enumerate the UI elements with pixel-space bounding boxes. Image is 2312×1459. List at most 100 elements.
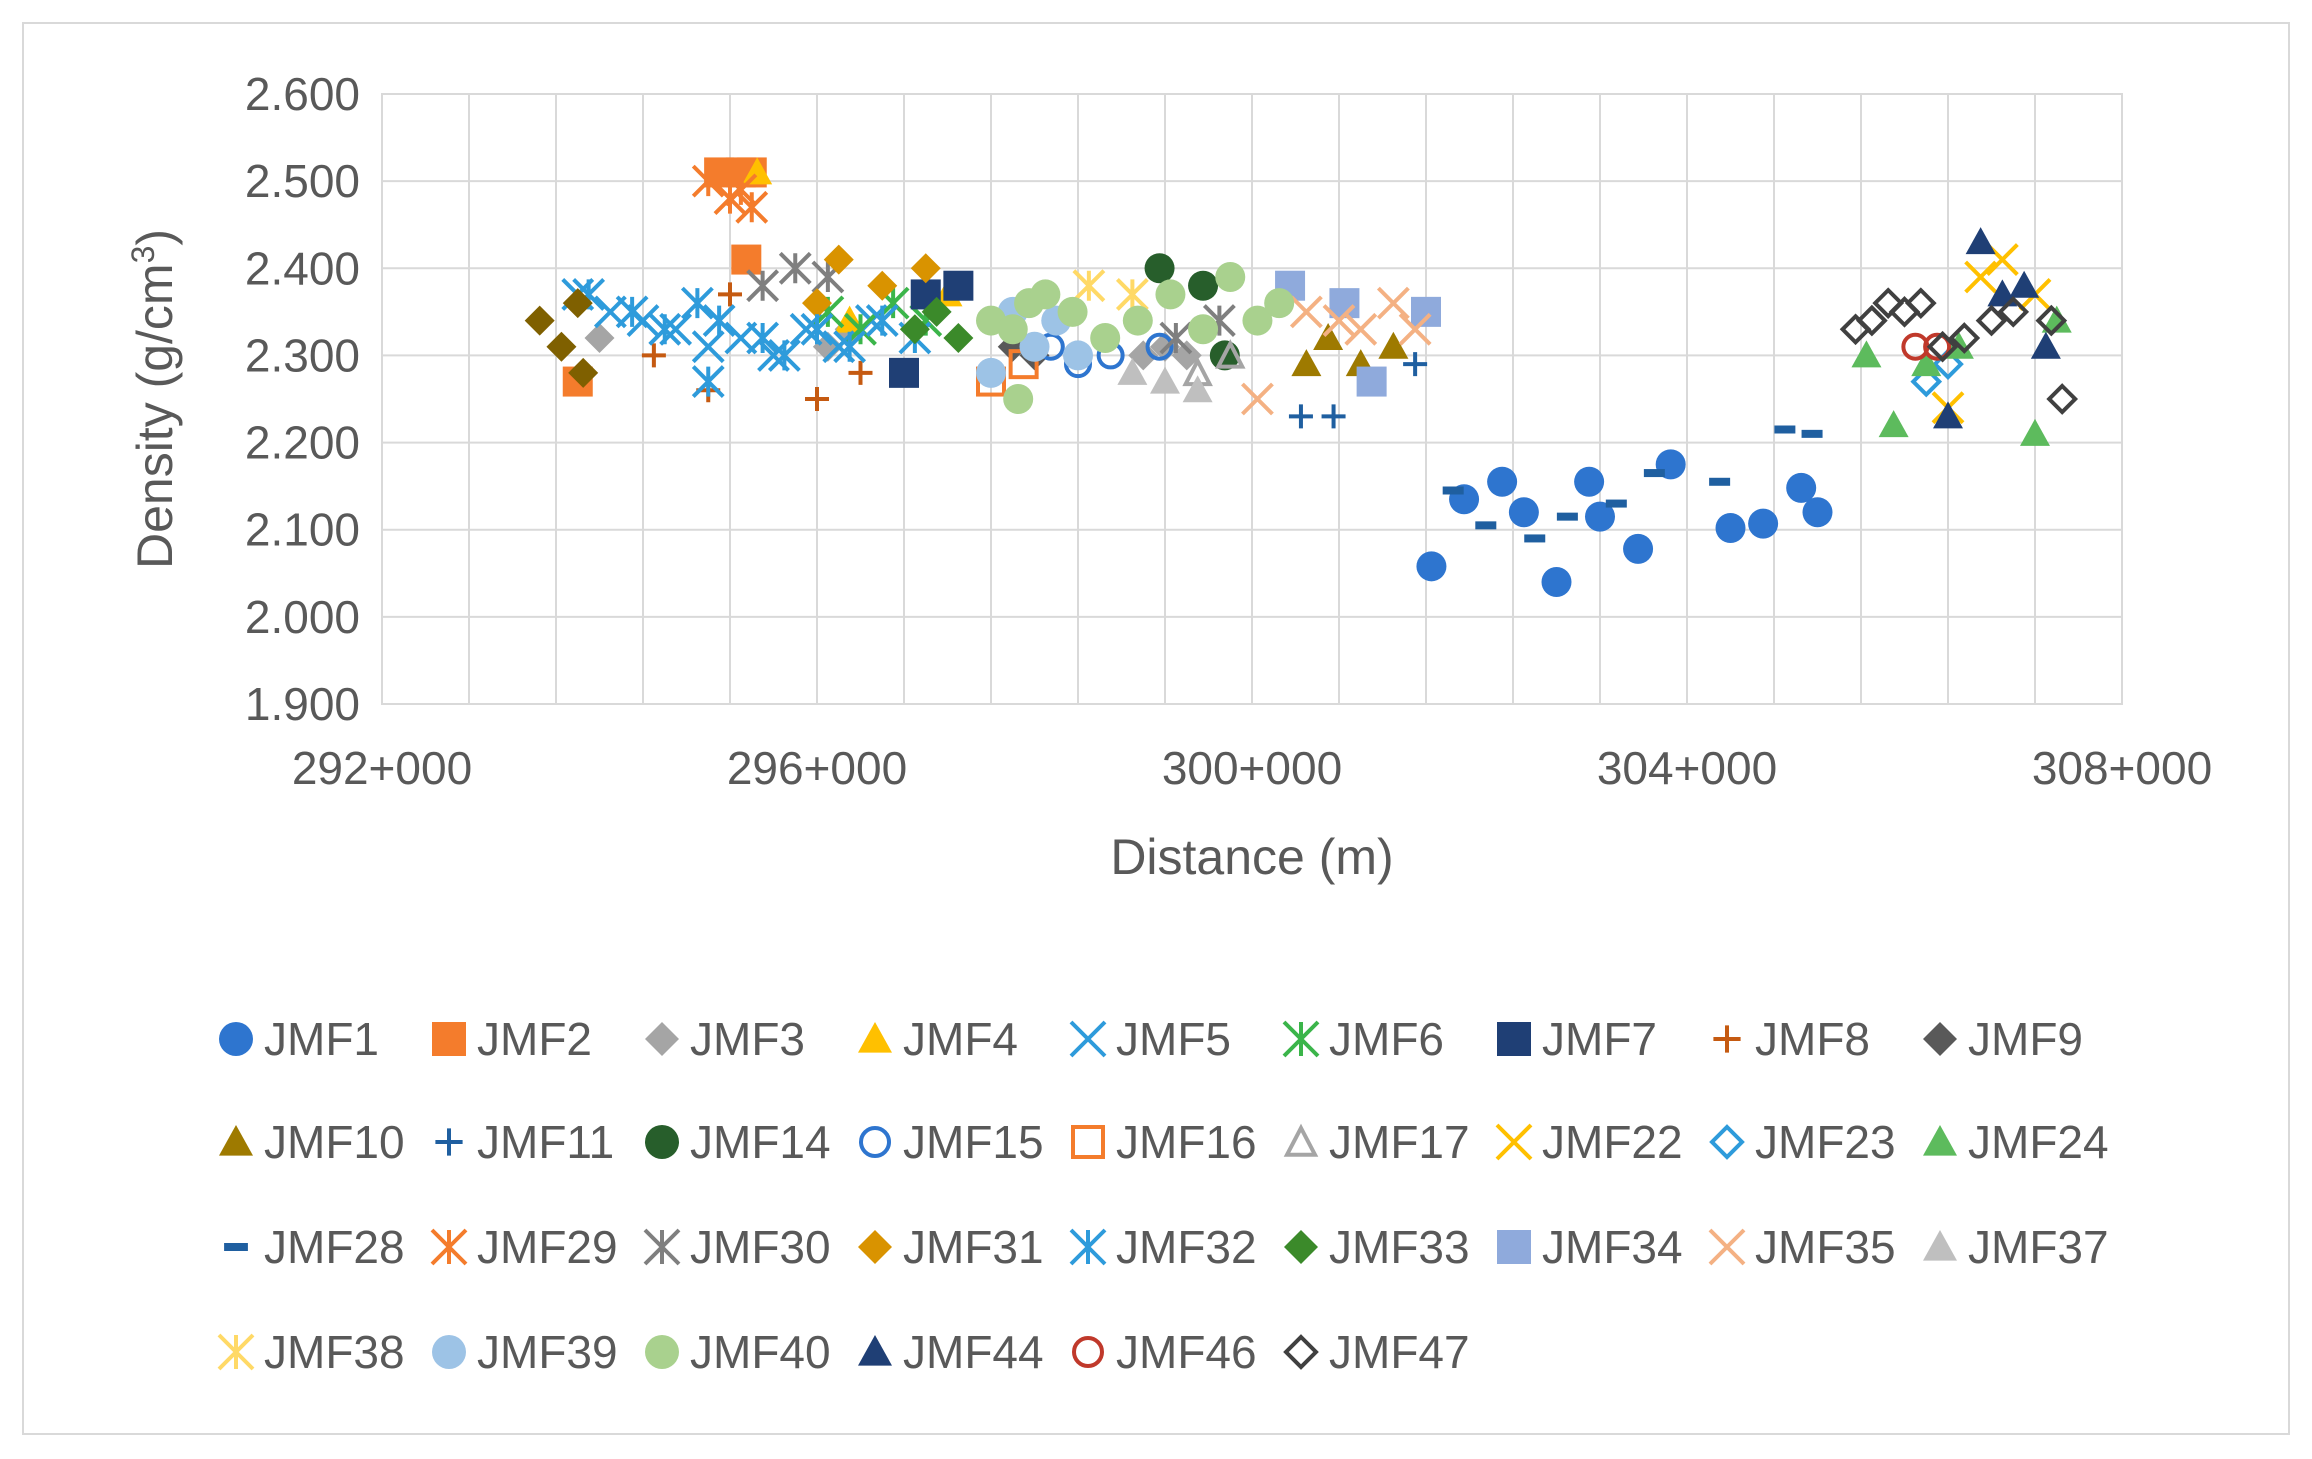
data-point (1242, 305, 1273, 336)
data-point (2020, 418, 2050, 446)
data-point (812, 331, 843, 362)
data-point (1556, 512, 1578, 521)
legend-item-jmf40: JMF40 (645, 1326, 831, 1378)
data-point (1090, 323, 1121, 353)
data-point (802, 288, 832, 319)
legend-marker (1071, 1125, 1105, 1159)
data-point (1748, 508, 1779, 539)
legend-marker (1069, 1020, 1107, 1058)
legend-marker (1282, 1020, 1320, 1058)
data-point (899, 314, 930, 345)
y-tick-labels: 1.900 2.000 2.100 2.200 2.300 2.400 2.500 2.600 (245, 68, 360, 730)
legend-item-jmf37: JMF37 (1923, 1221, 2109, 1273)
legend-label: JMF16 (1116, 1116, 1257, 1168)
data-point (833, 330, 867, 364)
data-point (1965, 227, 1996, 255)
legend-item-jmf1: JMF1 (219, 1013, 379, 1065)
data-point (1709, 477, 1731, 486)
data-point (1786, 472, 1817, 503)
legend-item-jmf33: JMF33 (1284, 1221, 1470, 1273)
data-point (718, 282, 742, 307)
x-tick-label: 300+000 (1162, 742, 1342, 794)
data-point (997, 314, 1028, 345)
legend-label: JMF39 (477, 1326, 618, 1378)
series-jmf37 (1117, 357, 1213, 403)
legend-marker (1709, 1124, 1745, 1160)
data-point (1911, 349, 1942, 377)
series-jmf44 (1933, 227, 2061, 429)
data-point (1215, 262, 1246, 292)
legend-item-jmf16: JMF16 (1071, 1116, 1257, 1168)
data-point (546, 331, 577, 362)
legend-marker (432, 1335, 466, 1369)
legend-marker (1284, 1230, 1318, 1264)
series-jmf29 (691, 164, 769, 224)
legend-marker (1069, 1228, 1107, 1266)
y-tick-label: 2.500 (245, 155, 360, 207)
legend-item-jmf23: JMF23 (1709, 1116, 1896, 1168)
data-point (1344, 312, 1378, 346)
data-point (1289, 295, 1323, 329)
data-point (1416, 551, 1447, 582)
data-point (1264, 288, 1295, 319)
legend-label: JMF3 (690, 1013, 805, 1065)
data-point (2035, 304, 2068, 337)
legend-marker (1283, 1334, 1319, 1370)
data-point (1948, 322, 1981, 354)
y-tick-label: 2.200 (245, 417, 360, 469)
data-point (1851, 340, 1882, 368)
legend-item-jmf14: JMF14 (645, 1116, 831, 1168)
legend-item-jmf38: JMF38 (217, 1326, 405, 1378)
legend-item-jmf39: JMF39 (432, 1326, 618, 1378)
legend-item-jmf31: JMF31 (858, 1221, 1044, 1273)
data-point (1144, 253, 1175, 284)
data-point (1214, 339, 1246, 369)
data-point (1872, 287, 1905, 319)
legend-label: JMF23 (1755, 1116, 1896, 1168)
data-point (1878, 410, 1909, 438)
x-tick-label: 308+000 (2032, 742, 2212, 794)
data-point (1997, 296, 2030, 328)
legend-label: JMF37 (1968, 1221, 2109, 1273)
legend-item-jmf5: JMF5 (1069, 1013, 1231, 1065)
legend-label: JMF33 (1329, 1221, 1470, 1273)
legend-item-jmf6: JMF6 (1282, 1013, 1444, 1065)
legend-label: JMF5 (1116, 1013, 1231, 1065)
data-point (1442, 486, 1464, 495)
y-tick-label: 2.300 (245, 329, 360, 381)
legend-label: JMF9 (1968, 1013, 2083, 1065)
data-point (1376, 286, 1410, 320)
x-tick-label: 296+000 (727, 742, 907, 794)
legend-label: JMF10 (264, 1116, 405, 1168)
legend-label: JMF14 (690, 1116, 831, 1168)
y-tick-label: 2.600 (245, 68, 360, 120)
data-point (584, 323, 615, 353)
scatter-chart: 1.900 2.000 2.100 2.200 2.300 2.400 2.500 2.600… (125, 68, 2212, 1378)
data-point (943, 270, 974, 301)
data-point (735, 190, 769, 224)
data-point (1322, 304, 1356, 337)
data-point (1541, 567, 1572, 597)
legend-marker (643, 1228, 681, 1266)
data-point (823, 244, 854, 275)
data-point (805, 387, 829, 411)
data-point (648, 312, 682, 346)
legend-marker (858, 1335, 892, 1366)
data-point (1508, 497, 1539, 528)
data-point (1933, 401, 1963, 429)
data-point (1475, 521, 1497, 530)
legend-marker (858, 1230, 892, 1264)
x-tick-labels: 292+000 296+000 300+000 304+000 308+000 (292, 742, 2212, 794)
data-point (889, 357, 919, 388)
legend-label: JMF15 (903, 1116, 1044, 1168)
data-point (1411, 296, 1441, 327)
data-point (1128, 340, 1159, 371)
data-point (1159, 321, 1193, 355)
data-point (910, 253, 941, 284)
legend-marker (224, 1243, 248, 1251)
series-jmf7 (889, 270, 974, 388)
data-point (1398, 312, 1432, 346)
legend-item-jmf46: JMF46 (1072, 1326, 1257, 1378)
data-point (562, 288, 593, 319)
data-point (1574, 466, 1605, 497)
